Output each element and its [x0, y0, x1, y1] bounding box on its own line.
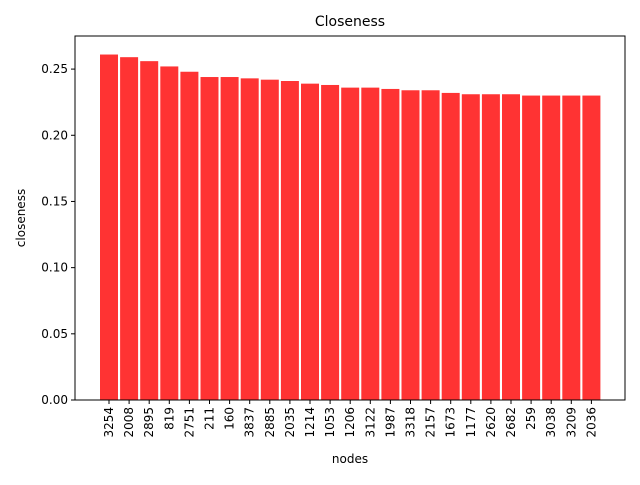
bar-2620	[481, 94, 500, 401]
x-tick-label: 3318	[404, 407, 418, 438]
x-tick-label: 3837	[243, 407, 257, 438]
bar-1214	[301, 83, 319, 401]
x-tick-label: 2036	[584, 407, 598, 438]
bar-3837	[240, 78, 259, 401]
x-tick-label: 1177	[464, 407, 478, 438]
x-tick-label: 2620	[484, 407, 498, 438]
bar-1177	[461, 94, 480, 401]
x-tick-label: 3209	[564, 407, 578, 438]
bar-1987	[381, 88, 400, 400]
y-axis-label: closeness	[14, 189, 28, 247]
bar-2036	[582, 95, 601, 400]
bar-1206	[341, 87, 360, 401]
y-tick-label: 0.15	[41, 194, 68, 208]
bar-819	[160, 66, 179, 400]
bar-259	[522, 95, 541, 400]
bar-160	[220, 77, 239, 400]
x-tick-label: 3254	[102, 407, 116, 438]
x-tick-label: 211	[203, 407, 217, 430]
bar-2157	[421, 90, 440, 401]
bar-2035	[280, 81, 299, 400]
x-tick-label: 3038	[544, 407, 558, 438]
x-tick-label: 2895	[142, 407, 156, 438]
y-tick-label: 0.10	[41, 261, 68, 275]
bar-3209	[562, 95, 581, 400]
bar-2682	[502, 94, 520, 401]
x-tick-label: 819	[162, 407, 176, 430]
bar-1053	[321, 84, 340, 400]
bar-1673	[441, 92, 460, 401]
bar-2751	[180, 71, 199, 401]
x-tick-label: 1053	[323, 407, 337, 438]
x-tick-label: 1673	[444, 407, 458, 438]
x-tick-label: 1987	[383, 407, 397, 438]
bar-3122	[361, 87, 380, 401]
x-tick-label: 2682	[504, 407, 518, 438]
bar-2885	[260, 79, 279, 401]
bar-2895	[140, 61, 159, 401]
y-tick-label: 0.25	[41, 62, 68, 76]
y-axis: 0.00 0.05 0.10 0.15 0.20 0.25	[41, 62, 75, 407]
x-tick-label: 2008	[122, 407, 136, 438]
x-tick-label: 1214	[303, 407, 317, 438]
x-tick-label: 160	[223, 407, 237, 430]
bar-3318	[401, 90, 420, 401]
bar-211	[200, 77, 219, 400]
x-tick-label: 2751	[182, 407, 196, 438]
x-tick-label: 2157	[424, 407, 438, 438]
bar-3254	[100, 54, 118, 400]
bars-group	[100, 54, 601, 401]
bar-3038	[542, 95, 561, 400]
x-axis-label: nodes	[332, 452, 368, 466]
x-axis: 3254 2008 2895 819 2751 211 160 3837 2885 2035 121…	[102, 400, 598, 438]
plot-frame	[74, 35, 626, 401]
y-tick-label: 0.20	[41, 128, 68, 142]
x-tick-label: 2035	[283, 407, 297, 438]
y-tick-label: 0.00	[41, 393, 68, 407]
x-tick-label: 259	[524, 407, 538, 430]
x-tick-label: 2885	[263, 407, 277, 438]
y-tick-label: 0.05	[41, 327, 68, 341]
x-tick-label: 3122	[363, 407, 377, 438]
chart-title: Closeness	[315, 14, 385, 30]
bar-2008	[120, 57, 139, 401]
x-tick-label: 1206	[343, 407, 357, 438]
